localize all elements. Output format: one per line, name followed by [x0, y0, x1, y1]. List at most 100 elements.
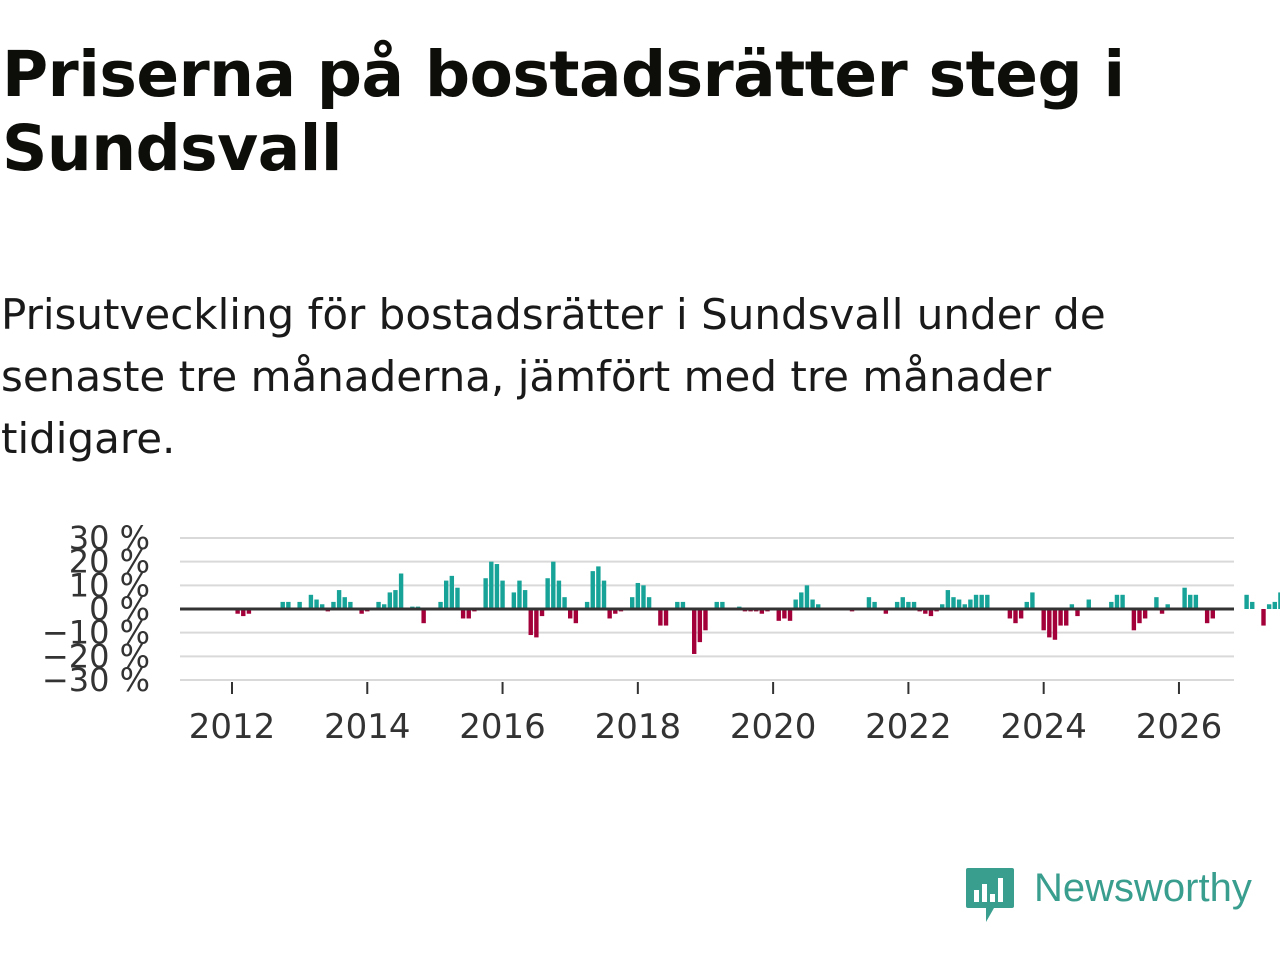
bar [1272, 601, 1277, 609]
bar [973, 594, 979, 609]
bar [641, 585, 646, 609]
bar [556, 580, 562, 609]
bar [928, 609, 934, 617]
bar [1131, 609, 1137, 631]
bar [517, 580, 522, 609]
bar [956, 599, 962, 609]
bar [703, 609, 708, 631]
bar [489, 561, 494, 609]
bar [630, 597, 635, 609]
bar [1047, 609, 1052, 638]
bar [697, 609, 703, 643]
bar [793, 599, 798, 609]
newsworthy-logo[interactable]: Newsworthy [964, 864, 1280, 926]
bar [906, 601, 911, 609]
bars [235, 561, 1280, 654]
bar [1030, 592, 1035, 609]
bar [675, 601, 680, 609]
bar [962, 604, 967, 609]
bar [387, 592, 393, 609]
bar [460, 609, 466, 619]
brand-name: Newsworthy [1034, 866, 1252, 910]
bar [1159, 609, 1165, 614]
bar [1024, 601, 1029, 609]
y-tick-label: 20 % [69, 543, 150, 581]
bar [951, 597, 956, 609]
y-axis-labels: 30 %20 %10 %0 %−10 %−20 %−30 % [42, 519, 150, 699]
bar [1069, 604, 1075, 609]
bar [940, 604, 945, 609]
bar [534, 609, 539, 638]
bar [1086, 599, 1091, 609]
bar [348, 601, 353, 609]
bar [398, 573, 404, 609]
bar [562, 597, 567, 609]
chart-subtitle: Prisutveckling för bostadsrätter i Sunds… [1, 290, 1106, 463]
bar [968, 599, 973, 609]
bar [1018, 609, 1024, 619]
bar [280, 601, 285, 609]
bar [1204, 609, 1210, 624]
bar [381, 604, 387, 609]
bar [1182, 587, 1187, 609]
y-tick-label: −20 % [42, 637, 150, 675]
bar [804, 585, 810, 609]
bar [466, 609, 471, 619]
bar [979, 594, 984, 609]
bar [1064, 609, 1069, 626]
bar [1013, 609, 1018, 624]
bar [1075, 609, 1080, 617]
bar [883, 609, 889, 614]
bar [319, 604, 325, 609]
bar [1052, 609, 1058, 640]
bar [494, 564, 500, 609]
bar [568, 609, 573, 619]
bar [776, 609, 781, 621]
bar [584, 601, 590, 609]
bar [1058, 609, 1063, 626]
bar [359, 609, 364, 614]
bar [331, 601, 336, 609]
bar [1266, 604, 1272, 609]
bar [799, 592, 804, 609]
y-tick-label: 10 % [69, 566, 150, 604]
bar [393, 590, 398, 609]
bar [720, 601, 725, 609]
bar [1261, 609, 1266, 626]
bar [635, 582, 641, 609]
bar [539, 609, 545, 617]
bar [1154, 597, 1159, 609]
bar [443, 580, 449, 609]
bar [528, 609, 533, 636]
bar [894, 601, 900, 609]
bar [342, 597, 347, 609]
x-axis: 2012 2014 2016 2018 2020 2022 2024 2026 [189, 682, 1222, 740]
bar [1244, 594, 1249, 609]
bar [900, 597, 905, 609]
bar [911, 601, 917, 609]
bar [816, 604, 821, 609]
bar [658, 609, 663, 626]
bar [945, 590, 951, 609]
bar [1250, 601, 1255, 609]
bar [1278, 592, 1280, 609]
x-tick-label: 2018 [595, 707, 682, 740]
bar [1137, 609, 1142, 624]
bar [601, 580, 607, 609]
bar [782, 609, 787, 619]
bar [607, 609, 612, 619]
price-change-chart: 30 %20 %10 %0 %−10 %−20 %−30 % 2012 2014 2… [42, 519, 1280, 740]
bar [663, 609, 669, 626]
x-tick-label: 2016 [459, 707, 546, 740]
bar [376, 601, 381, 609]
bar [646, 597, 652, 609]
bar [1120, 594, 1125, 609]
bar [511, 592, 517, 609]
bar [787, 609, 793, 621]
bar [759, 609, 765, 614]
bar [286, 601, 291, 609]
bar [1165, 604, 1170, 609]
bar [1114, 594, 1120, 609]
y-tick-label: 30 % [69, 519, 150, 557]
y-tick-label: −10 % [42, 614, 150, 652]
